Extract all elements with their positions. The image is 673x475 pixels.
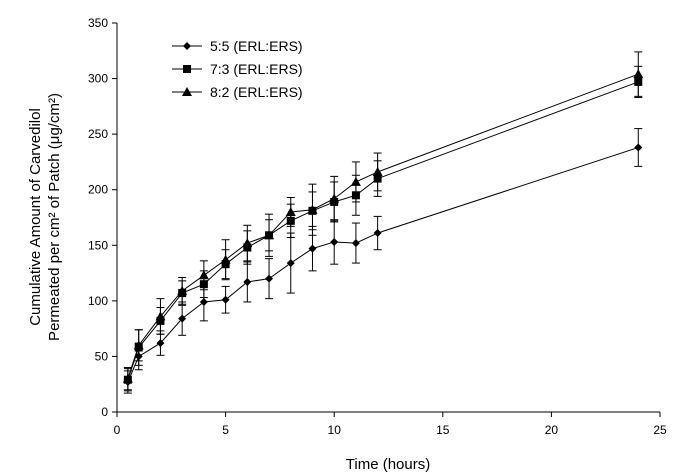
data-point <box>221 295 230 304</box>
series-diamond <box>123 128 643 394</box>
y-tick-label: 100 <box>88 294 108 308</box>
data-point <box>285 206 296 216</box>
series-line <box>127 147 639 383</box>
x-tick-label: 15 <box>436 423 450 437</box>
y-tick-label: 50 <box>95 349 109 363</box>
legend-label: 5:5 (ERL:ERS) <box>210 38 303 54</box>
legend-marker <box>182 87 192 96</box>
axes <box>116 23 660 413</box>
data-point <box>633 69 644 79</box>
y-ticks: 0 50 100 150 200 250 300 350 <box>88 16 117 419</box>
x-tick-label: 20 <box>545 423 559 437</box>
y-axis-title: Cumulative Amount of Carvedilol Permeate… <box>27 93 63 341</box>
data-point <box>198 270 209 280</box>
data-point <box>351 239 360 248</box>
data-point <box>373 229 382 238</box>
x-ticks: 0 5 10 15 20 25 <box>114 412 667 437</box>
y-tick-label: 350 <box>88 16 108 30</box>
legend-item: 5:5 (ERL:ERS) <box>172 38 303 54</box>
data-point <box>199 297 208 306</box>
legend-marker <box>183 42 191 50</box>
data-point <box>156 339 165 348</box>
data-point <box>308 244 317 253</box>
data-point <box>372 166 383 176</box>
legend-item: 7:3 (ERL:ERS) <box>172 61 303 77</box>
data-point <box>122 373 133 383</box>
y-tick-label: 250 <box>88 127 108 141</box>
data-point <box>330 237 339 246</box>
legend-item: 8:2 (ERL:ERS) <box>172 84 303 100</box>
legend-marker <box>183 65 191 73</box>
data-point <box>307 204 318 214</box>
x-tick-label: 10 <box>328 423 342 437</box>
y-axis-title-line-1: Cumulative Amount of Carvedilol <box>27 108 44 326</box>
legend: 5:5 (ERL:ERS) 7:3 (ERL:ERS) 8:2 (ERL:ERS) <box>172 38 303 100</box>
data-point <box>155 311 166 321</box>
x-tick-label: 25 <box>653 423 667 437</box>
data-point <box>350 176 361 186</box>
y-tick-label: 300 <box>88 72 108 86</box>
legend-label: 7:3 (ERL:ERS) <box>210 61 303 77</box>
data-point <box>178 314 187 323</box>
y-tick-label: 200 <box>88 183 108 197</box>
y-axis-title-line-2: Permeated per cm² of Patch (μg/cm²) <box>46 93 63 341</box>
data-point <box>220 254 231 264</box>
data-point <box>329 193 340 203</box>
data-point <box>264 230 275 240</box>
x-axis-title: Time (hours) <box>346 456 430 473</box>
legend-label: 8:2 (ERL:ERS) <box>210 84 303 100</box>
x-tick-label: 0 <box>114 423 121 437</box>
series-layer <box>122 51 644 394</box>
data-point <box>634 143 643 152</box>
data-point <box>177 285 188 295</box>
y-tick-label: 150 <box>88 238 108 252</box>
data-point <box>133 340 144 350</box>
x-tick-label: 5 <box>222 423 229 437</box>
data-point <box>243 277 252 286</box>
series-triangle <box>122 51 644 391</box>
data-point <box>242 238 253 248</box>
data-point <box>286 259 295 268</box>
series-line <box>127 73 639 379</box>
series-square <box>123 65 643 392</box>
y-tick-label: 0 <box>101 405 108 419</box>
data-point <box>265 274 274 283</box>
